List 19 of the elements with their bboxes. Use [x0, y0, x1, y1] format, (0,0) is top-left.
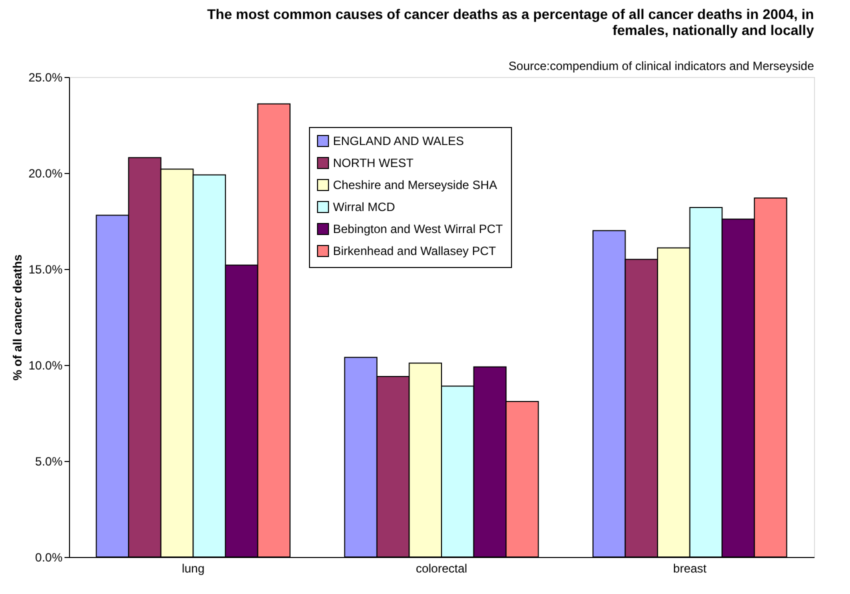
y-tick-label: 15.0%: [28, 262, 63, 276]
legend-label: Bebington and West Wirral PCT: [333, 222, 504, 236]
x-tick-label: lung: [182, 562, 205, 576]
legend-label: Birkenhead and Wallasey PCT: [333, 244, 497, 258]
source-note: Source:compendium of clinical indicators and Merseyside: [508, 59, 814, 73]
y-tick-label: 10.0%: [28, 358, 63, 372]
y-tick-label: 5.0%: [35, 454, 63, 468]
legend-label: Cheshire and Merseyside SHA: [333, 178, 498, 192]
y-tick-label: 25.0%: [28, 70, 63, 84]
y-tick-label: 20.0%: [28, 166, 63, 180]
legend-label: NORTH WEST: [333, 156, 414, 170]
legend-label: ENGLAND AND WALES: [333, 134, 464, 148]
y-tick-label: 0.0%: [35, 550, 63, 564]
text: females, nationally and locally: [612, 22, 814, 38]
text: The most common causes of cancer deaths as a percentage of all cancer deaths in 2004, in: [207, 6, 814, 22]
x-tick-label: breast: [673, 562, 708, 576]
x-tick-label: colorectal: [416, 562, 468, 576]
legend-label: Wirral MCD: [333, 200, 396, 214]
y-axis-title: % of all cancer deaths: [10, 254, 24, 381]
